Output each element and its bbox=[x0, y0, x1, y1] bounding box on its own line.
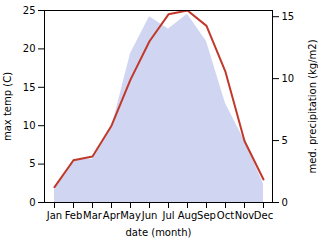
svg-text:15: 15 bbox=[282, 11, 295, 22]
svg-text:May: May bbox=[120, 210, 141, 221]
svg-text:max temp (C): max temp (C) bbox=[2, 72, 13, 141]
svg-text:15: 15 bbox=[23, 82, 36, 93]
svg-text:0: 0 bbox=[29, 197, 35, 208]
svg-text:Nov: Nov bbox=[235, 210, 255, 221]
svg-text:Feb: Feb bbox=[65, 210, 83, 221]
svg-text:Oct: Oct bbox=[217, 210, 234, 221]
svg-text:Jun: Jun bbox=[141, 210, 158, 221]
svg-text:20: 20 bbox=[23, 43, 36, 54]
svg-text:10: 10 bbox=[282, 73, 295, 84]
svg-text:Jul: Jul bbox=[161, 210, 174, 221]
svg-text:0: 0 bbox=[282, 197, 288, 208]
svg-text:25: 25 bbox=[23, 5, 36, 16]
svg-text:Aug: Aug bbox=[178, 210, 198, 221]
svg-text:5: 5 bbox=[29, 158, 35, 169]
svg-text:10: 10 bbox=[23, 120, 36, 131]
svg-text:med. precipitation (kg/m2): med. precipitation (kg/m2) bbox=[307, 39, 318, 173]
svg-text:Mar: Mar bbox=[83, 210, 103, 221]
svg-text:Dec: Dec bbox=[254, 210, 273, 221]
svg-text:Sep: Sep bbox=[197, 210, 216, 221]
svg-text:Jan: Jan bbox=[46, 210, 62, 221]
svg-text:5: 5 bbox=[282, 135, 288, 146]
svg-text:Apr: Apr bbox=[103, 210, 121, 221]
svg-text:date (month): date (month) bbox=[126, 227, 192, 238]
